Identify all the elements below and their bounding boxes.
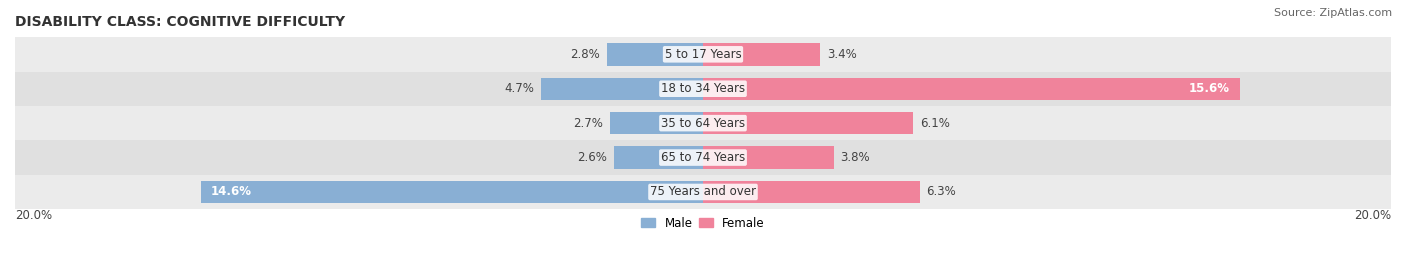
- Text: 3.8%: 3.8%: [841, 151, 870, 164]
- Text: 20.0%: 20.0%: [15, 209, 52, 222]
- Text: 2.7%: 2.7%: [574, 117, 603, 130]
- Legend: Male, Female: Male, Female: [637, 212, 769, 234]
- Text: 2.6%: 2.6%: [576, 151, 606, 164]
- Text: 4.7%: 4.7%: [505, 82, 534, 95]
- Text: 65 to 74 Years: 65 to 74 Years: [661, 151, 745, 164]
- Text: 15.6%: 15.6%: [1188, 82, 1229, 95]
- Bar: [15, 72, 1391, 106]
- Bar: [201, 181, 703, 203]
- Text: 6.3%: 6.3%: [927, 185, 956, 199]
- Bar: [15, 37, 1391, 72]
- Bar: [541, 77, 703, 100]
- Bar: [606, 43, 703, 65]
- Bar: [703, 146, 834, 169]
- Text: 18 to 34 Years: 18 to 34 Years: [661, 82, 745, 95]
- Text: 35 to 64 Years: 35 to 64 Years: [661, 117, 745, 130]
- Text: 20.0%: 20.0%: [1354, 209, 1391, 222]
- Bar: [703, 77, 1240, 100]
- Bar: [703, 112, 912, 134]
- Bar: [703, 181, 920, 203]
- Text: 14.6%: 14.6%: [211, 185, 252, 199]
- Text: 75 Years and over: 75 Years and over: [650, 185, 756, 199]
- Text: 3.4%: 3.4%: [827, 48, 856, 61]
- Text: Source: ZipAtlas.com: Source: ZipAtlas.com: [1274, 8, 1392, 18]
- Text: 2.8%: 2.8%: [569, 48, 600, 61]
- Text: 5 to 17 Years: 5 to 17 Years: [665, 48, 741, 61]
- Bar: [15, 140, 1391, 175]
- Bar: [703, 43, 820, 65]
- Bar: [613, 146, 703, 169]
- Bar: [15, 175, 1391, 209]
- Text: 6.1%: 6.1%: [920, 117, 949, 130]
- Text: DISABILITY CLASS: COGNITIVE DIFFICULTY: DISABILITY CLASS: COGNITIVE DIFFICULTY: [15, 15, 344, 29]
- Bar: [15, 106, 1391, 140]
- Bar: [610, 112, 703, 134]
